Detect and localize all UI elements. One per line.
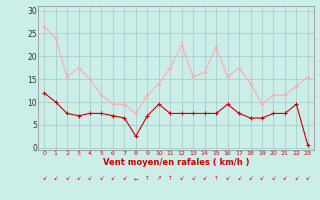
X-axis label: Vent moyen/en rafales ( km/h ): Vent moyen/en rafales ( km/h )	[103, 158, 249, 167]
